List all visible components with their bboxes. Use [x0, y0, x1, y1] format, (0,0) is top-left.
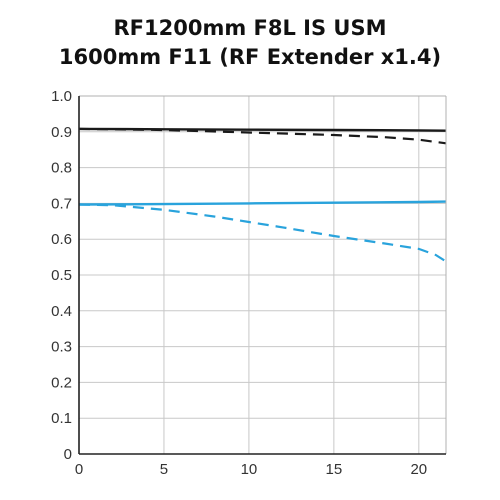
series-0-solid-line — [78, 127, 447, 132]
frame-layer — [78, 95, 447, 455]
series-layer — [78, 127, 447, 263]
chart-title-line-1: RF1200mm F8L IS USM — [113, 16, 387, 40]
y-tick-label: 0.4 — [51, 303, 72, 320]
y-tick-label: 0.2 — [51, 374, 72, 391]
y-tick-label: 0.3 — [51, 339, 72, 356]
chart-title: RF1200mm F8L IS USM 1600mm F11 (RF Exten… — [0, 14, 500, 72]
tick-layer: 0 0.1 0.2 0.3 0.4 0.5 0.6 0.7 0.8 0.9 1.0 0 5 10 15 20 — [51, 88, 427, 478]
x-tick-label: 0 — [75, 461, 83, 478]
y-tick-label: 0.9 — [51, 124, 72, 141]
y-tick-label: 0.5 — [51, 267, 72, 284]
y-tick-label: 0.8 — [51, 160, 72, 177]
y-tick-label: 0.6 — [51, 231, 72, 248]
grid-layer — [79, 96, 446, 454]
y-tick-label: 0 — [64, 446, 72, 463]
series-2-solid-line — [78, 200, 447, 206]
y-tick-label: 0.7 — [51, 195, 72, 212]
series-3-dashed-line — [78, 203, 447, 263]
x-tick-label: 5 — [160, 461, 168, 478]
series-1-dashed-line — [78, 127, 447, 145]
x-tick-label: 20 — [410, 461, 427, 478]
x-tick-label: 15 — [326, 461, 343, 478]
chart-title-line-2: 1600mm F11 (RF Extender x1.4) — [58, 45, 442, 69]
x-tick-label: 10 — [241, 461, 258, 478]
y-tick-label: 1.0 — [51, 88, 72, 105]
y-tick-label: 0.1 — [51, 410, 72, 427]
